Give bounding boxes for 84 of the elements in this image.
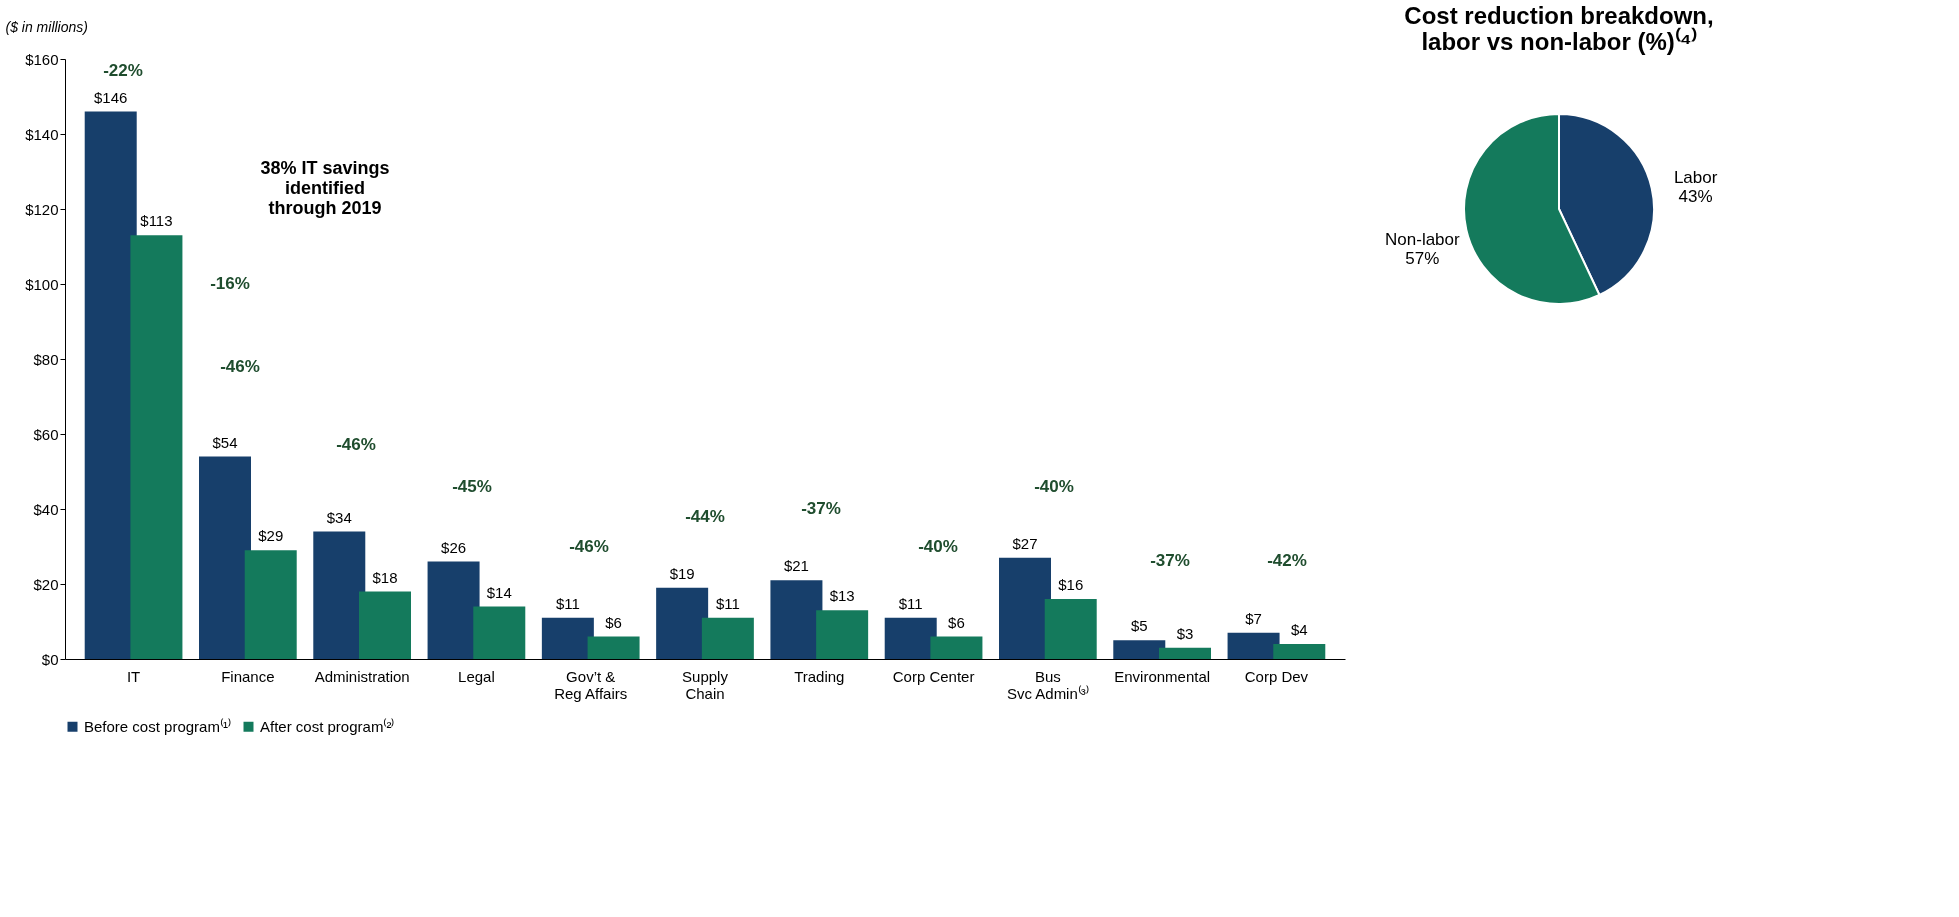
bar: [930, 636, 983, 659]
data-label: $4: [1290, 621, 1308, 638]
data-label: $146: [94, 88, 128, 106]
x-tick-label: Legal: [458, 667, 495, 685]
data-label: $11: [555, 594, 580, 612]
annotation: -42%: [1267, 551, 1307, 570]
bar: [1113, 640, 1166, 659]
data-label: $13: [829, 587, 855, 605]
x-tick-label: Supply Chain: [682, 667, 729, 702]
legend-label: Before cost program⁽¹⁾: [84, 717, 231, 735]
annotation: -45%: [452, 477, 492, 496]
annotation: -37%: [801, 499, 841, 518]
x-tick-label: Environmental: [1114, 667, 1211, 685]
data-label: $6: [605, 613, 622, 631]
y-tick-label: $80: [33, 350, 59, 368]
y-axis-title: ($ in millions): [5, 18, 88, 35]
annotation: -40%: [918, 537, 958, 556]
data-label: $14: [486, 583, 512, 601]
annotation: -37%: [1150, 551, 1190, 570]
annotation: -46%: [336, 435, 376, 454]
data-label: $6: [948, 613, 965, 631]
x-tick-label: IT: [126, 667, 141, 685]
data-label: 43%: [1678, 187, 1713, 207]
bar: [816, 610, 869, 659]
bar: [313, 531, 366, 659]
bar: [701, 617, 754, 659]
annotation: -40%: [1034, 477, 1074, 496]
x-tick-label: Finance: [221, 667, 275, 685]
bar: [770, 580, 823, 659]
data-label: $18: [372, 568, 398, 586]
bar: [656, 587, 709, 659]
annotation: -46%: [569, 537, 609, 556]
data-label: $21: [783, 557, 809, 575]
annotation: -22%: [103, 61, 143, 80]
x-tick-label: Gov’t & Reg Affairs: [554, 667, 628, 702]
y-tick-label: $160: [25, 50, 59, 68]
data-label: $16: [1058, 576, 1084, 593]
data-label: $5: [1130, 617, 1148, 635]
x-tick-label: Trading: [794, 667, 845, 685]
y-tick-label: $140: [25, 125, 59, 143]
bar: [244, 550, 297, 659]
bar: [541, 617, 594, 659]
chart-title: Cost reduction breakdown, labor vs non-labor (%)⁽⁴⁾: [1404, 2, 1714, 55]
bar: [1159, 647, 1211, 659]
bar: [359, 591, 411, 659]
bar: [1044, 599, 1097, 659]
data-label: 57%: [1405, 248, 1440, 268]
x-tick-label: Corp Dev: [1244, 667, 1309, 685]
y-tick-label: $100: [25, 275, 59, 293]
bar: [427, 561, 480, 659]
annotation: -16%: [210, 274, 250, 293]
y-tick-label: $120: [25, 200, 59, 218]
data-label: $7: [1245, 609, 1262, 627]
x-tick-label: Corp Center: [892, 667, 975, 685]
y-tick-label: $60: [33, 425, 59, 443]
data-label: $34: [326, 508, 352, 526]
slice-label: Non-labor: [1385, 229, 1461, 249]
bar: [1227, 632, 1280, 659]
data-label: $113: [140, 212, 173, 230]
annotation: -44%: [685, 507, 725, 526]
data-label: $19: [669, 564, 695, 582]
data-label: $3: [1176, 624, 1194, 642]
annotation: -46%: [220, 357, 260, 376]
bar: [130, 235, 183, 659]
data-label: $11: [715, 594, 740, 612]
data-label: $26: [441, 538, 467, 556]
bar: [999, 557, 1051, 659]
bar: [1273, 644, 1326, 659]
y-tick-label: $40: [33, 500, 59, 518]
bar: [199, 456, 251, 659]
slice-label: Labor: [1673, 168, 1718, 188]
x-tick-label: Bus Svc Admin⁽³⁾: [1006, 667, 1089, 702]
data-label: $11: [898, 594, 923, 612]
x-tick-label: Administration: [314, 667, 410, 685]
y-tick-label: $20: [33, 575, 59, 593]
data-label: $29: [258, 527, 284, 545]
bar: [473, 606, 526, 659]
legend-label: After cost program⁽²⁾: [260, 717, 395, 735]
data-label: $54: [212, 433, 238, 451]
bar: [884, 617, 937, 659]
annotation: 38% IT savings identified through 2019: [260, 158, 390, 218]
data-label: $27: [1012, 534, 1038, 552]
bar: [587, 636, 640, 659]
y-tick-label: $0: [41, 650, 59, 668]
